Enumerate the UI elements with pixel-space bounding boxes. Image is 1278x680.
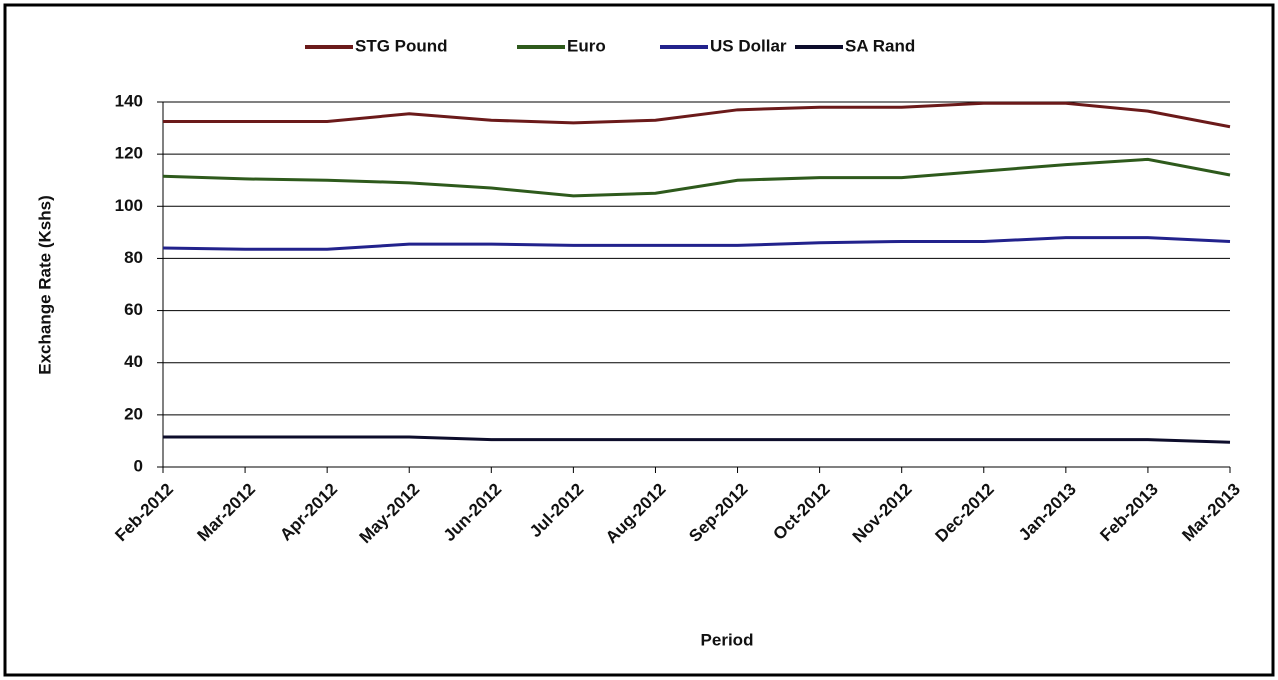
y-tick-label: 140 <box>115 91 143 110</box>
legend-label: US Dollar <box>710 36 787 55</box>
legend-label: STG Pound <box>355 36 448 55</box>
y-tick-label: 80 <box>124 248 143 267</box>
y-tick-label: 120 <box>115 144 143 163</box>
legend-label: Euro <box>567 36 606 55</box>
y-axis-label: Exchange Rate (Kshs) <box>35 195 54 375</box>
chart-frame <box>3 3 1275 677</box>
series-line <box>163 101 1231 129</box>
series-line <box>162 157 1231 198</box>
y-tick-label: 0 <box>134 456 143 475</box>
legend-label: SA Rand <box>845 36 915 55</box>
y-tick-label: 60 <box>124 300 143 319</box>
y-tick-label: 40 <box>124 352 143 371</box>
series-line <box>163 435 1231 444</box>
series-line <box>162 236 1231 251</box>
x-axis-label: Period <box>701 630 754 649</box>
y-tick-label: 100 <box>115 196 143 215</box>
y-tick-label: 20 <box>124 404 143 423</box>
